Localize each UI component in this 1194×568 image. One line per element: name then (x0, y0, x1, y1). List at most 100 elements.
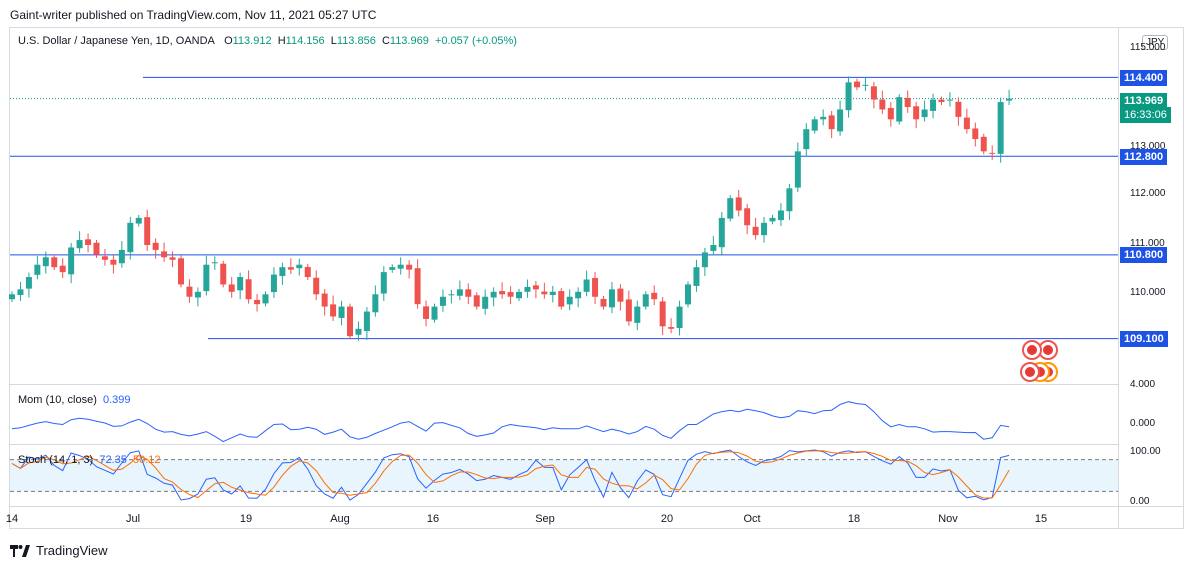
candle-down (473, 295, 480, 307)
time-label: 14 (5, 513, 19, 525)
time-label: 15 (1034, 513, 1048, 525)
candle-down (887, 107, 894, 120)
candle-up (820, 116, 827, 120)
momentum-label: Mom (10, close) (18, 394, 97, 406)
candle-down (304, 266, 311, 278)
candle-up (811, 119, 818, 131)
publish-info: Gaint-writer published on TradingView.co… (10, 8, 377, 22)
candle-down (152, 242, 159, 250)
candle-down (904, 97, 911, 107)
candle-down (735, 197, 742, 211)
momentum-tick: 0.000 (1130, 418, 1156, 429)
candle-down (321, 293, 328, 307)
candle-down (313, 277, 320, 295)
candle-down (85, 239, 92, 245)
candle-down (423, 306, 430, 319)
candle-up (456, 289, 463, 296)
candle-up (896, 97, 903, 122)
candle-down (558, 291, 565, 307)
candle-up (786, 188, 793, 212)
candle-down (541, 291, 548, 295)
candle-down (600, 298, 607, 307)
candle-down (617, 288, 624, 302)
stochastic-legend: Stoch (14, 1, 3) 72.35 50.12 (18, 454, 161, 466)
candle-up (608, 289, 615, 308)
candle-up (25, 277, 32, 289)
candle-up (583, 279, 590, 292)
stochastic-k-line (11, 449, 1010, 501)
stochastic-tick: 100.00 (1130, 446, 1161, 457)
price-tick: 110.000 (1130, 287, 1166, 298)
event-flag-icon-dot (1027, 345, 1037, 355)
symbol-label: U.S. Dollar / Japanese Yen, 1D, OANDA (18, 35, 215, 47)
candle-down (465, 289, 472, 297)
price-tick: 112.000 (1130, 188, 1166, 199)
candle-up (769, 217, 776, 222)
level-tag-110800: 110.800 (1120, 247, 1168, 263)
tradingview-logo-icon (10, 544, 30, 557)
currency-badge[interactable]: JPY (1142, 35, 1169, 50)
candle-up (693, 267, 700, 286)
candle-up (17, 289, 24, 296)
candle-down (59, 265, 66, 273)
momentum-value: 0.399 (102, 394, 131, 406)
candle-up (296, 264, 303, 269)
candle-up (135, 217, 142, 224)
candle-up (921, 109, 928, 118)
candle-up (237, 277, 244, 291)
momentum-line (11, 401, 1010, 443)
candle-down (93, 242, 100, 255)
candle-up (642, 294, 649, 307)
candle-up (845, 82, 852, 111)
open-value: 113.912 (232, 35, 272, 47)
time-label: Nov (938, 513, 958, 525)
close-value: 113.969 (389, 35, 429, 47)
candle-up (76, 240, 83, 249)
candle-up (946, 99, 953, 101)
candle-up (997, 102, 1004, 154)
candle-down (972, 128, 979, 140)
candle-down (186, 286, 193, 297)
candle-down (955, 101, 962, 117)
candle-up (710, 245, 717, 251)
candle-down (110, 259, 117, 265)
candle-down (414, 268, 421, 305)
candle-down (51, 257, 58, 268)
candle-up (397, 264, 404, 269)
tradingview-brand: TradingView (36, 543, 108, 558)
candle-up (794, 151, 801, 188)
candle-down (913, 106, 920, 120)
candle-down (668, 327, 675, 329)
candle-down (651, 292, 658, 300)
candle-up (194, 291, 201, 298)
candle-up (118, 249, 125, 264)
candle-up (701, 252, 708, 268)
candle-down (744, 208, 751, 226)
time-label: 18 (847, 513, 861, 525)
stochastic-k-value: 72.35 (99, 454, 127, 466)
candle-up (676, 306, 683, 329)
candle-up (68, 247, 75, 275)
candle-down (228, 284, 235, 292)
chart-frame (9, 27, 1184, 529)
candle-down (828, 115, 835, 130)
candle-down (178, 258, 184, 285)
tradingview-footer[interactable]: TradingView (10, 543, 108, 558)
time-label: Jul (125, 513, 141, 525)
candle-up (389, 267, 396, 270)
candle-down (625, 299, 632, 322)
candle-down (161, 251, 168, 258)
candle-up (363, 311, 370, 332)
candle-down (870, 86, 877, 100)
candle-up (930, 99, 937, 111)
low-label: L (330, 35, 337, 47)
candle-up (9, 294, 15, 300)
event-flag-icon-dot (1043, 345, 1053, 355)
candle-up (42, 257, 49, 267)
last-price-tag: 113.969 (1120, 93, 1168, 109)
candle-down (507, 292, 514, 297)
candle-down (169, 257, 176, 260)
candle-down (245, 279, 252, 300)
candle-up (761, 222, 768, 236)
